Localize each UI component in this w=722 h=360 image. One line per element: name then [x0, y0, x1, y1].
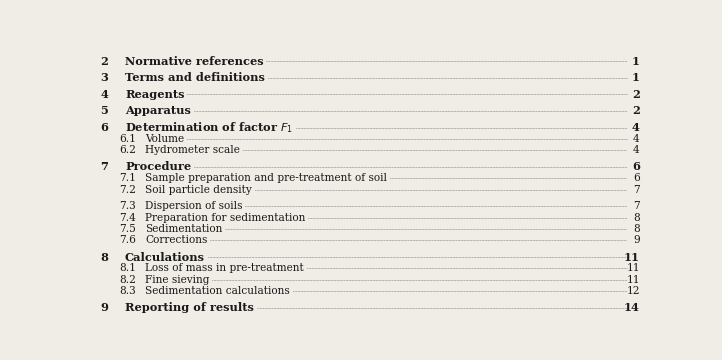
- Text: Apparatus: Apparatus: [125, 105, 191, 117]
- Text: Loss of mass in pre-treatment: Loss of mass in pre-treatment: [145, 264, 304, 273]
- Text: 7: 7: [100, 161, 108, 172]
- Text: Preparation for sedimentation: Preparation for sedimentation: [145, 213, 305, 222]
- Text: 12: 12: [626, 286, 640, 296]
- Text: 2: 2: [632, 89, 640, 100]
- Text: 2: 2: [100, 56, 108, 67]
- Text: 8.1: 8.1: [119, 264, 136, 273]
- Text: Sample preparation and pre-treatment of soil: Sample preparation and pre-treatment of …: [145, 173, 387, 183]
- Text: 8: 8: [100, 252, 108, 262]
- Text: 4: 4: [633, 145, 640, 156]
- Text: 6: 6: [633, 173, 640, 183]
- Text: 9: 9: [100, 302, 108, 313]
- Text: 14: 14: [624, 302, 640, 313]
- Text: Dispersion of soils: Dispersion of soils: [145, 201, 243, 211]
- Text: 4: 4: [100, 89, 108, 100]
- Text: Fine sieving: Fine sieving: [145, 275, 209, 285]
- Text: Calculations: Calculations: [125, 252, 205, 262]
- Text: 8.2: 8.2: [119, 275, 136, 285]
- Text: 8.3: 8.3: [119, 286, 136, 296]
- Text: 5: 5: [100, 105, 108, 117]
- Text: 7.5: 7.5: [119, 224, 136, 234]
- Text: 4: 4: [632, 122, 640, 133]
- Text: Reagents: Reagents: [125, 89, 184, 100]
- Text: 7.2: 7.2: [119, 185, 136, 195]
- Text: 8: 8: [633, 224, 640, 234]
- Text: 11: 11: [626, 275, 640, 285]
- Text: 9: 9: [633, 235, 640, 246]
- Text: Procedure: Procedure: [125, 161, 191, 172]
- Text: Sedimentation: Sedimentation: [145, 224, 222, 234]
- Text: 11: 11: [624, 252, 640, 262]
- Text: 6: 6: [100, 122, 108, 133]
- Text: 1: 1: [632, 72, 640, 84]
- Text: Normative references: Normative references: [125, 56, 264, 67]
- Text: 1: 1: [632, 56, 640, 67]
- Text: 8: 8: [633, 213, 640, 222]
- Text: 11: 11: [626, 264, 640, 273]
- Text: 7.6: 7.6: [119, 235, 136, 246]
- Text: 6.2: 6.2: [119, 145, 136, 156]
- Text: 6.1: 6.1: [119, 134, 136, 144]
- Text: Volume: Volume: [145, 134, 184, 144]
- Text: 4: 4: [633, 134, 640, 144]
- Text: Determination of factor $F_1$: Determination of factor $F_1$: [125, 120, 293, 135]
- Text: 7.3: 7.3: [119, 201, 136, 211]
- Text: Soil particle density: Soil particle density: [145, 185, 252, 195]
- Text: Terms and definitions: Terms and definitions: [125, 72, 265, 84]
- Text: 7.1: 7.1: [119, 173, 136, 183]
- Text: 7: 7: [633, 201, 640, 211]
- Text: Corrections: Corrections: [145, 235, 207, 246]
- Text: 6: 6: [632, 161, 640, 172]
- Text: Hydrometer scale: Hydrometer scale: [145, 145, 240, 156]
- Text: Reporting of results: Reporting of results: [125, 302, 254, 313]
- Text: 3: 3: [100, 72, 108, 84]
- Text: 7: 7: [633, 185, 640, 195]
- Text: 2: 2: [632, 105, 640, 117]
- Text: 7.4: 7.4: [119, 213, 136, 222]
- Text: Sedimentation calculations: Sedimentation calculations: [145, 286, 290, 296]
